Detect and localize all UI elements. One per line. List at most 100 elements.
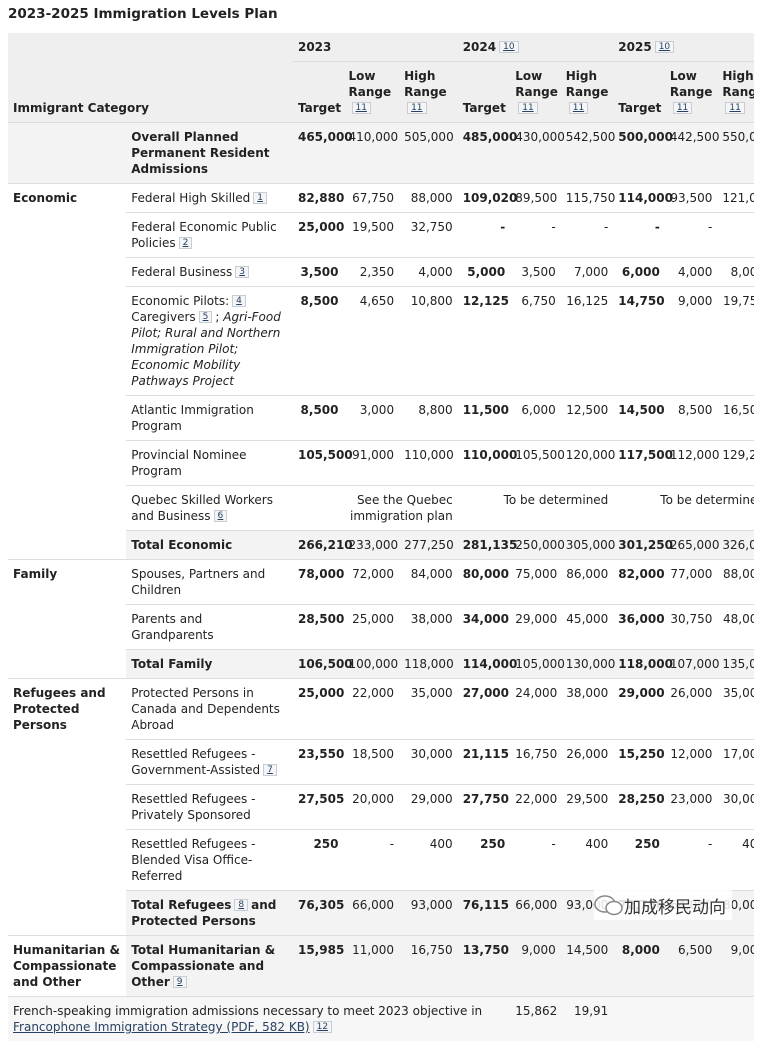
value-cell: 15,985 [293,936,344,997]
footnote-link[interactable]: 5 [199,311,213,323]
value-cell: 6,750 [510,287,561,396]
column-label: Target [463,101,506,115]
value-cell: 3,500 [293,258,344,287]
value-cell: 78,000 [293,560,344,605]
value-cell: 9,000 [510,936,561,997]
value-cell: To be determined [613,486,754,531]
footnote-link[interactable]: 7 [263,764,277,776]
value-cell: 135,000 [717,650,754,679]
value-cell: 29,000 [399,785,458,830]
value-cell: 21,115 [458,740,511,785]
value-cell: 18,500 [344,740,400,785]
value-cell: 30,000 [717,785,754,830]
value-cell: 410,000 [344,123,400,184]
value-cell: 11,000 [344,936,400,997]
value-cell: 12,125 [458,287,511,396]
footnote-link[interactable]: 2 [179,237,193,249]
value-cell: 38,000 [561,679,614,740]
label-text: Spouses, Partners and Children [131,567,265,597]
watermark-text: 加成移民动向 [624,893,726,918]
footnote-link[interactable]: 6 [214,510,228,522]
subcategory-cell: Total Economic [126,531,293,560]
value-cell: 550,000 [717,123,754,184]
value-cell: 23,000 [665,785,718,830]
value-cell: 93,500 [665,184,718,213]
value-cell: 25,000 [344,605,400,650]
footnote-link[interactable]: 10 [499,41,518,53]
value-cell: 121,000 [717,184,754,213]
footnote-link[interactable]: 11 [673,102,692,114]
value-cell: 12,000 [665,740,718,785]
value-cell: 129,250 [717,441,754,486]
footnote-link[interactable]: 8 [234,899,248,911]
value-cell: 14,750 [613,287,665,396]
value-cell: 430,000 [510,123,561,184]
value-cell: 485,000 [458,123,511,184]
value-cell: 130,000 [561,650,614,679]
value-cell: 442,500 [665,123,718,184]
column-header: Low Range 11 [510,62,561,123]
value-cell: 89,500 [510,184,561,213]
value-cell: 32,750 [399,213,458,258]
year-label: 2025 [618,40,651,54]
value-cell: 106,500 [293,650,344,679]
year-label: 2023 [298,40,331,54]
value-cell: 15,250 [613,740,665,785]
value-cell: 281,135 [458,531,511,560]
value-cell: 110,000 [399,441,458,486]
label-text: Provincial Nominee Program [131,448,246,478]
value-cell: 265,000 [665,531,718,560]
page: 2023-2025 Immigration Levels Plan Immigr… [0,0,768,936]
label-text: Federal High Skilled [131,191,250,205]
text-link[interactable]: Francophone Immigration Strategy (PDF, 5… [13,1020,310,1034]
value-cell: 100,000 [344,650,400,679]
footer-label: French-speaking immigration admissions n… [8,997,510,1041]
column-header: Target [293,62,344,123]
value-cell: 6,500 [665,936,718,997]
footnote-link[interactable]: 4 [232,295,246,307]
value-cell: - [344,830,400,891]
value-cell: 27,000 [458,679,511,740]
footnote-link[interactable]: 11 [407,102,426,114]
value-cell: 91,000 [344,441,400,486]
label-text: Total Humanitarian & Compassionate and O… [131,943,275,989]
value-cell: 8,800 [399,396,458,441]
value-cell: 9,000 [665,287,718,396]
label-text: Protected Persons in Canada and Dependen… [131,686,280,732]
value-cell: 25,000 [293,213,344,258]
subcategory-cell: Parents and Grandparents [126,605,293,650]
label-text: Caregivers [131,310,195,324]
value-cell: 105,500 [293,441,344,486]
footnote-link[interactable]: 11 [518,102,537,114]
footnote-link[interactable]: 3 [235,266,249,278]
value-cell: 6,000 [613,258,665,287]
footnote-link[interactable]: 12 [313,1021,332,1033]
category-header: Immigrant Category [8,33,293,123]
subcategory-cell: Resettled Refugees - Privately Sponsored [126,785,293,830]
footnote-link[interactable]: 9 [173,976,187,988]
value-cell: 301,250 [613,531,665,560]
value-cell: 28,250 [613,785,665,830]
footnote-link[interactable]: 11 [725,102,744,114]
column-label: Low Range [515,69,558,99]
footnote-link[interactable]: 11 [352,102,371,114]
value-cell: 86,000 [561,560,614,605]
subcategory-cell: Atlantic Immigration Program [126,396,293,441]
footnote-link[interactable]: 11 [569,102,588,114]
footnote-link[interactable]: 1 [253,192,267,204]
value-cell: 67,750 [344,184,400,213]
value-cell: 107,000 [665,650,718,679]
value-cell: 23,550 [293,740,344,785]
value-cell: 6,000 [510,396,561,441]
value-cell: 66,000 [510,891,561,936]
footnote-link[interactable]: 10 [655,41,674,53]
value-cell: 77,000 [665,560,718,605]
